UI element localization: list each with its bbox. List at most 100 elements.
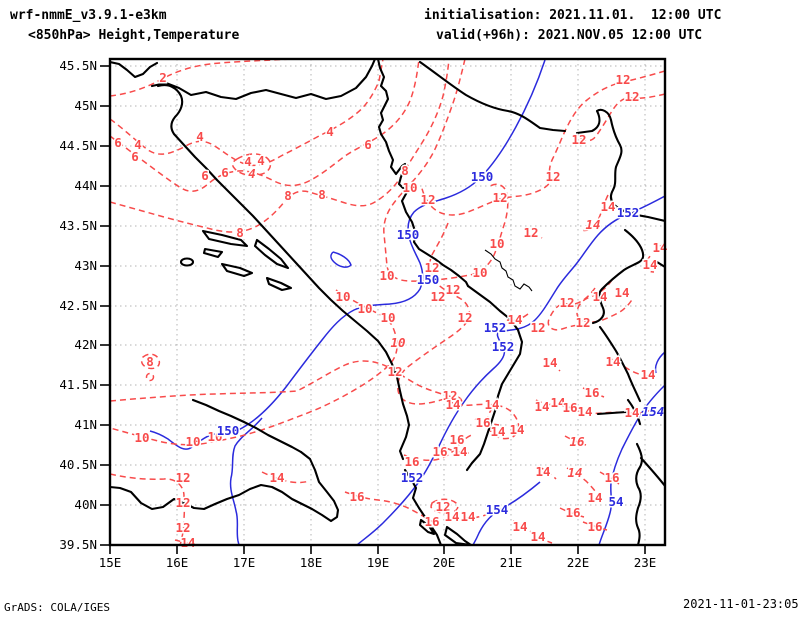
temperature-label: 6 (131, 149, 139, 164)
lon-tick-label: 18E (300, 555, 323, 570)
river-jagged (484, 249, 533, 292)
temperature-label: 14 (624, 405, 639, 420)
temp-contour-12a (420, 70, 665, 216)
temperature-label: 14 (444, 509, 459, 524)
island-adriatic-5 (265, 276, 293, 292)
temp-contour-8-loop1 (140, 353, 161, 370)
temp-contour-10a (383, 59, 509, 282)
temp-contour-14a (580, 194, 609, 232)
lon-tick-label: 20E (433, 555, 456, 570)
lat-tick-label: 42.5N (59, 298, 97, 313)
temperature-label: 14 (509, 422, 524, 437)
temperature-label: 10 (379, 268, 394, 283)
temp-contour-4 (110, 59, 384, 167)
height-contour-branch (229, 417, 263, 545)
temperature-label: 6 (114, 135, 122, 150)
temperature-label: 14 (269, 470, 284, 485)
height-label: 150 (217, 423, 240, 438)
temp-contour-12-bit (523, 227, 543, 239)
temperature-label: 16 (449, 432, 464, 447)
axis-tick-layer (100, 65, 646, 554)
temperature-label: 16 (349, 489, 364, 504)
island-adriatic-1 (201, 229, 249, 248)
temperature-label: 10 (472, 265, 487, 280)
init-time-label: initialisation: 2021.11.01. 12:00 UTC (424, 8, 722, 23)
temp-contour-12c (397, 222, 471, 407)
height-label: 152 (401, 470, 424, 485)
lat-tick-label: 45.5N (59, 58, 97, 73)
height-label: 154 (486, 502, 509, 517)
temperature-label: 12 (545, 169, 560, 184)
lat-tick-label: 45N (74, 98, 97, 113)
height-label: 152 (617, 205, 640, 220)
temperature-label: 12 (575, 315, 590, 330)
temperature-label: 14 (585, 217, 600, 232)
temperature-label: 14 (587, 490, 602, 505)
temperature-label: 4 (134, 137, 142, 152)
temperature-label: 8 (318, 187, 326, 202)
temperature-label: 14 (614, 285, 629, 300)
border-south (465, 284, 524, 472)
height-label: 152 (492, 339, 515, 354)
border-southeast (635, 260, 665, 545)
temperature-label: 12 (430, 289, 445, 304)
temperature-label: 16 (569, 434, 585, 449)
temperature-label: 4 (257, 153, 265, 168)
coast-italy-heel (110, 450, 340, 523)
temperature-label: 14 (180, 535, 195, 550)
border-north (150, 59, 377, 101)
temp-contour-16d (559, 507, 585, 518)
lat-tick-label: 40.5N (59, 457, 97, 472)
island-adriatic-2 (202, 247, 224, 259)
lat-tick-label: 44N (74, 178, 97, 193)
island-adriatic-6 (179, 257, 195, 267)
border-nw (110, 60, 159, 79)
temperature-label: 14 (484, 397, 499, 412)
lon-tick-label: 15E (99, 555, 122, 570)
height-label: 150 (397, 227, 420, 242)
grads-credit: GrADS: COLA/IGES (4, 601, 110, 614)
temperature-label: 8 (146, 354, 154, 369)
lon-tick-label: 16E (166, 555, 189, 570)
temperature-label: 12 (492, 190, 507, 205)
coast-italy-adriatic (191, 398, 303, 454)
temp-contour-14m (443, 512, 492, 519)
temperature-label: 10 (489, 236, 504, 251)
lat-tick-label: 41N (74, 417, 97, 432)
lon-tick-label: 21E (500, 555, 523, 570)
temperature-label: 14 (452, 444, 467, 459)
temp-contour-2 (110, 59, 309, 97)
border-danube (418, 60, 665, 223)
temperature-label: 14 (490, 424, 505, 439)
temp-contour-12d (547, 287, 596, 331)
temperature-label: 10 (380, 310, 395, 325)
temp-contour-16i (474, 418, 500, 426)
product-title: <850hPa> Height,Temperature (28, 28, 240, 43)
temp-contour-14f (535, 399, 561, 406)
temperature-label: 6 (201, 168, 209, 183)
temperature-label: 12 (442, 388, 457, 403)
temperature-label: 12 (424, 260, 439, 275)
temperature-label: 10 (390, 335, 405, 350)
temperature-label: 12 (615, 72, 630, 87)
temperature-label: 14 (592, 289, 607, 304)
temperature-label: 16 (404, 454, 419, 469)
temperature-label: 16 (604, 470, 619, 485)
coast-greece (403, 468, 443, 545)
temp-contour-14n (261, 471, 311, 484)
border-east (591, 228, 645, 426)
temp-contour-14i (537, 465, 557, 480)
lat-tick-label: 41.5N (59, 377, 97, 392)
temperature-label: 14 (550, 395, 565, 410)
height-contour-edge (654, 351, 665, 374)
temp-contour-12b (578, 93, 665, 142)
temperature-label: 8 (284, 188, 292, 203)
temperature-label: 10 (134, 430, 149, 445)
temperature-label: 12 (387, 364, 402, 379)
border-central (376, 59, 470, 288)
map-frame (108, 57, 667, 547)
height-label: 54 (608, 494, 623, 509)
